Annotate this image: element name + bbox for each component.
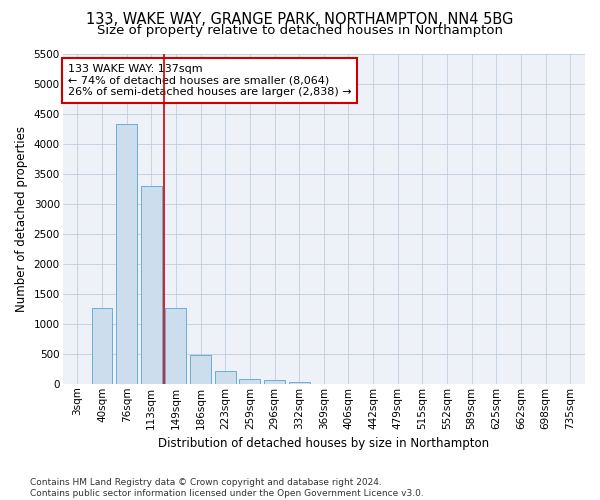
Text: Size of property relative to detached houses in Northampton: Size of property relative to detached ho… <box>97 24 503 37</box>
Bar <box>289 382 310 384</box>
Text: 133, WAKE WAY, GRANGE PARK, NORTHAMPTON, NN4 5BG: 133, WAKE WAY, GRANGE PARK, NORTHAMPTON,… <box>86 12 514 28</box>
Bar <box>166 308 187 384</box>
Text: Contains HM Land Registry data © Crown copyright and database right 2024.
Contai: Contains HM Land Registry data © Crown c… <box>30 478 424 498</box>
Y-axis label: Number of detached properties: Number of detached properties <box>15 126 28 312</box>
Bar <box>116 124 137 384</box>
Bar <box>215 371 236 384</box>
Bar <box>239 380 260 384</box>
Bar <box>264 380 285 384</box>
Bar <box>92 308 112 384</box>
Bar <box>190 355 211 384</box>
Bar <box>141 186 162 384</box>
X-axis label: Distribution of detached houses by size in Northampton: Distribution of detached houses by size … <box>158 437 490 450</box>
Text: 133 WAKE WAY: 137sqm
← 74% of detached houses are smaller (8,064)
26% of semi-de: 133 WAKE WAY: 137sqm ← 74% of detached h… <box>68 64 352 97</box>
